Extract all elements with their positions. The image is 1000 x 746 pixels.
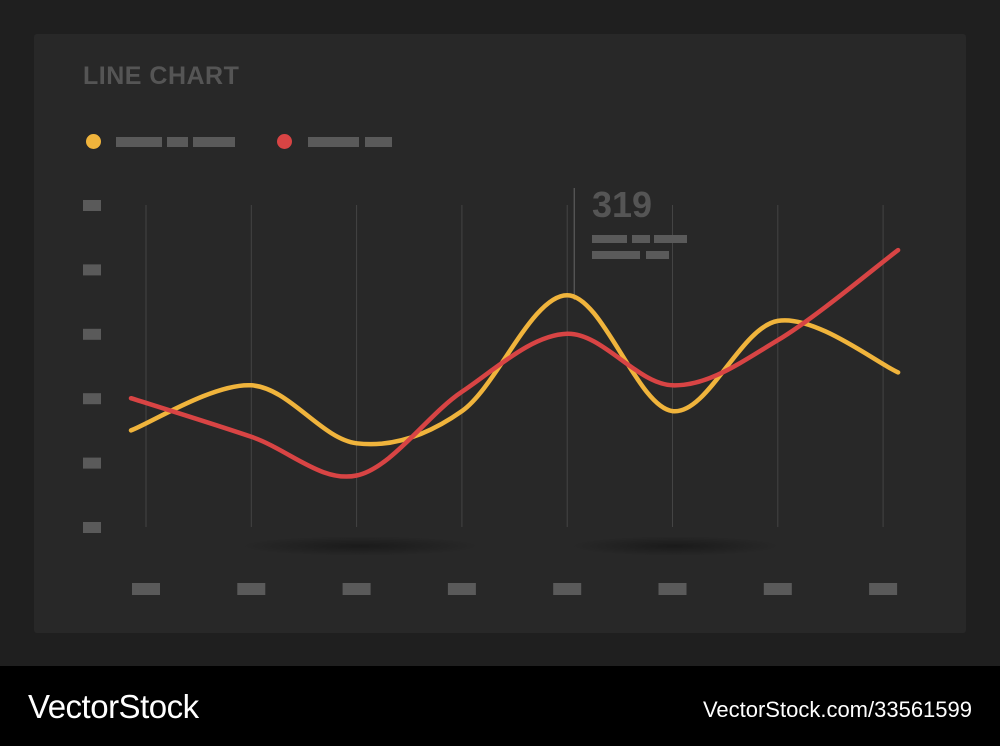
shadow bbox=[570, 536, 780, 556]
watermark-image-id: VectorStock.com/33561599 bbox=[702, 697, 972, 722]
x-tick-label-placeholder bbox=[237, 583, 266, 595]
callout-label-placeholder bbox=[646, 251, 669, 259]
y-axis-tick-placeholders bbox=[83, 200, 101, 533]
x-tick-label-placeholder bbox=[342, 583, 371, 595]
chart-title: LINE CHART bbox=[83, 62, 240, 90]
callout-value: 319 bbox=[592, 184, 653, 225]
legend-dot-series-1 bbox=[86, 134, 101, 149]
x-tick-label-placeholder bbox=[658, 583, 687, 595]
x-axis-tick-placeholders bbox=[132, 583, 898, 595]
x-tick-label-placeholder bbox=[553, 583, 582, 595]
legend-label-series-1-placeholder bbox=[167, 137, 188, 147]
decorative-shadows bbox=[240, 536, 780, 556]
callout-label-placeholder bbox=[592, 251, 640, 259]
watermark-footer: VectorStock VectorStock.com/33561599 bbox=[0, 666, 1000, 746]
series-layer bbox=[128, 247, 901, 479]
grid-lines bbox=[145, 205, 884, 527]
watermark-logo-text: VectorStock bbox=[28, 688, 199, 725]
y-tick-label-placeholder bbox=[83, 457, 101, 469]
callout-label-placeholder bbox=[632, 235, 650, 243]
legend-label-series-2-placeholder bbox=[365, 137, 392, 147]
chart-card bbox=[34, 34, 966, 633]
legend-label-series-1-placeholder bbox=[116, 137, 162, 147]
x-tick-label-placeholder bbox=[869, 583, 898, 595]
series-line-1 bbox=[128, 292, 901, 447]
shadow bbox=[240, 536, 480, 556]
y-tick-label-placeholder bbox=[83, 522, 101, 533]
y-tick-label-placeholder bbox=[83, 328, 101, 340]
callout-placeholder-lines bbox=[573, 188, 687, 300]
series-line-2 bbox=[128, 247, 901, 479]
x-tick-label-placeholder bbox=[447, 583, 476, 595]
x-tick-label-placeholder bbox=[763, 583, 792, 595]
legend-label-series-2-placeholder bbox=[308, 137, 359, 147]
x-tick-label-placeholder bbox=[132, 583, 160, 595]
legend-dot-series-2 bbox=[277, 134, 292, 149]
line-chart bbox=[83, 188, 901, 595]
legend-label-series-1-placeholder bbox=[193, 137, 235, 147]
y-tick-label-placeholder bbox=[83, 264, 101, 276]
callout-label-placeholder bbox=[654, 235, 687, 243]
y-tick-label-placeholder bbox=[83, 200, 101, 211]
y-tick-label-placeholder bbox=[83, 393, 101, 405]
callout-label-placeholder bbox=[592, 235, 627, 243]
